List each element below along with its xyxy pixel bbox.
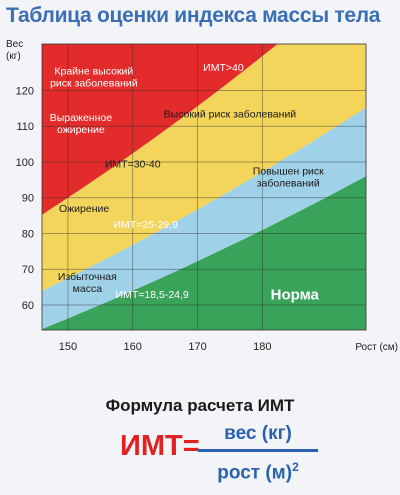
formula-denominator: рост (м)2 xyxy=(198,455,318,485)
formula-title: Формула расчета ИМТ xyxy=(105,396,295,415)
zone-0 xyxy=(42,176,366,330)
annotation-0: Крайне высокий риск заболеваний xyxy=(50,65,138,89)
denominator-exponent: 2 xyxy=(292,460,299,474)
x-axis-label: Рост (см) xyxy=(355,342,398,353)
annotation-8: Избыточная масса xyxy=(58,271,117,295)
annotation-6: Ожирение xyxy=(59,203,109,215)
chart-axes: 60 70 80 90 100 110 120 150 160 170 180 Вес(кг) Рост… xyxy=(6,39,398,353)
y-tick-label-2: 80 xyxy=(22,228,34,240)
formula-numerator: вес (кг) xyxy=(224,423,292,444)
y-tick-label-4: 100 xyxy=(16,157,34,169)
y-tick-label-5: 110 xyxy=(16,121,34,133)
bmi-zones xyxy=(42,44,366,330)
bmi-chart: 60 70 80 90 100 110 120 150 160 170 180 Вес(кг) Рост… xyxy=(6,39,398,353)
denominator-text: рост (м) xyxy=(217,462,293,484)
annotation-5: Повышен риск заболеваний xyxy=(253,165,324,189)
y-axis-label-0: Вес xyxy=(6,39,23,50)
chart-grid xyxy=(41,43,367,331)
zone-1 xyxy=(42,107,366,329)
y-tick-label-3: 90 xyxy=(22,193,34,205)
x-tick-label-1: 160 xyxy=(124,341,142,353)
y-axis-label-1: (кг) xyxy=(6,51,21,62)
chart-annotations: Крайне высокий риск заболеваний ИМТ>40 Выра… xyxy=(50,62,324,304)
formula-lhs: ИМТ= xyxy=(120,430,200,462)
annotation-9: ИМТ=18,5-24,9 xyxy=(116,289,189,301)
annotation-2: Выраженное ожирение xyxy=(50,112,113,136)
annotation-7: ИМТ=25-29,9 xyxy=(113,219,178,231)
x-tick-label-2: 170 xyxy=(188,341,206,353)
x-tick-label-0: 150 xyxy=(59,341,77,353)
annotation-4: ИМТ=30-40 xyxy=(105,158,161,170)
annotation-3: Высокий риск заболеваний xyxy=(164,108,297,120)
y-tick-label-0: 60 xyxy=(22,300,34,312)
formula-fraction: вес (кг) рост (м)2 xyxy=(198,422,318,485)
x-tick-label-3: 180 xyxy=(253,341,271,353)
y-tick-label-6: 120 xyxy=(16,85,34,97)
plot-frame xyxy=(41,43,367,331)
zone-2 xyxy=(42,44,366,291)
page-title: Таблица оценки индекса массы тела xyxy=(6,4,381,27)
fraction-bar xyxy=(198,449,318,452)
annotation-10: Норма xyxy=(271,287,320,304)
zone-3 xyxy=(42,44,366,215)
annotation-1: ИМТ>40 xyxy=(203,62,244,74)
y-tick-label-1: 70 xyxy=(22,264,34,276)
